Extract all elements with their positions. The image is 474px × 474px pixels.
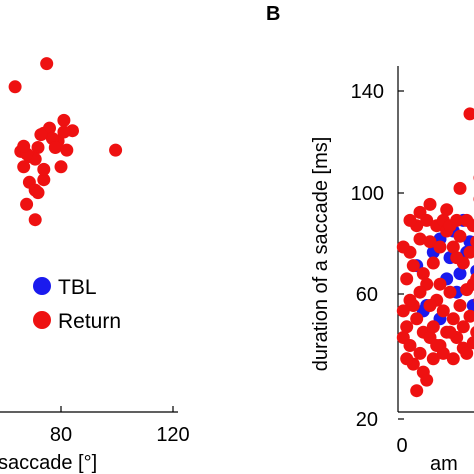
legend-marker-return (33, 311, 51, 329)
legend-marker-tbl (33, 277, 51, 295)
panel-b-point-return-38 (433, 240, 447, 254)
panel-a-legend: TBL Return (33, 276, 121, 333)
panel-a-point-return-25 (37, 162, 51, 176)
panel-b-point-return-33 (416, 267, 430, 281)
legend-label-tbl: TBL (58, 276, 97, 299)
panel-a-points (8, 57, 123, 227)
panel-b-y-axis-label: duration of a saccade [ms] (310, 137, 332, 372)
panel-b-point-return-63 (446, 352, 460, 366)
panel-a: 80 120 saccade [°] TBL Return (0, 57, 190, 474)
panel-b-letter: B (266, 3, 280, 25)
panel-b-x-tick-label-0: 0 (396, 435, 407, 457)
panel-a-point-return-27 (109, 143, 123, 157)
panel-a-point-return-23 (31, 186, 45, 200)
panel-b-point-return-84 (470, 272, 474, 285)
panel-a-point-return-11 (34, 128, 48, 142)
panel-a-point-return-26 (20, 197, 34, 211)
panel-b-point-return-70 (413, 205, 427, 219)
panel-a-x-axis-label: saccade [°] (0, 452, 97, 474)
panel-b-point-return-61 (426, 352, 440, 366)
panel-b-point-return-80 (443, 325, 457, 339)
panel-a-point-return-20 (37, 173, 51, 187)
panel-b-point-return-60 (410, 384, 424, 398)
panel-a-point-return-19 (54, 160, 68, 174)
panel-a-point-return-2 (40, 57, 54, 71)
panel-b-point-return-32 (413, 232, 427, 246)
panel-b-points (396, 107, 474, 398)
panel-b-point-return-57 (423, 299, 437, 312)
panel-b-y-tick-label-60: 60 (356, 284, 378, 306)
panel-a-point-return-5 (57, 113, 71, 127)
panel-b-point-return-47 (463, 245, 474, 259)
panel-b-point-return-1 (400, 320, 414, 334)
panel-b-point-return-74 (463, 107, 474, 121)
panel-b-point-tbl-12 (466, 299, 474, 312)
panel-b-point-return-17 (453, 299, 467, 312)
panel-b-point-return-55 (403, 293, 417, 307)
panel-b-point-return-65 (420, 373, 434, 387)
panel-a-point-return-10 (57, 125, 71, 139)
legend-label-return: Return (58, 310, 121, 333)
panel-b-point-return-12 (436, 304, 450, 318)
panel-b-x-axis-label: am (430, 453, 458, 474)
panel-b-y-tick-label-100: 100 (351, 183, 384, 205)
panel-b-point-return-36 (426, 256, 440, 270)
panel-b-point-return-68 (396, 304, 410, 318)
panel-b-point-return-14 (443, 285, 457, 299)
panel-b-point-return-79 (430, 339, 444, 352)
panel-b-point-return-69 (400, 352, 414, 366)
panel-b-point-tbl-8 (453, 267, 467, 281)
panel-a-x-tick-label-120: 120 (156, 424, 189, 446)
panel-b-point-return-88 (403, 213, 417, 227)
panel-b-point-return-81 (460, 346, 474, 360)
panel-b-point-return-18 (456, 320, 470, 334)
panel-a-point-return-1 (8, 80, 22, 94)
panel-b-point-return-85 (433, 277, 447, 291)
panel-a-point-return-16 (17, 139, 31, 153)
panel-b-point-return-4 (410, 312, 424, 326)
panel-a-x-tick-label-80: 80 (50, 424, 72, 446)
panel-b-point-return-42 (446, 240, 460, 254)
panel-a-point-return-9 (48, 141, 62, 154)
panel-b-point-return-43 (450, 213, 464, 227)
panel-a-point-return-17 (60, 143, 74, 157)
panel-a-point-return-18 (17, 160, 31, 174)
panel-b-point-return-77 (440, 203, 454, 217)
panel-b-point-return-20 (463, 309, 474, 323)
panel-b-point-return-5 (413, 346, 427, 360)
panel-b-point-return-56 (413, 285, 427, 299)
panel-b-point-return-48 (466, 219, 474, 233)
panel-b-point-return-9 (426, 320, 440, 334)
panel-b-point-return-66 (466, 336, 474, 350)
panel-b-point-return-76 (453, 181, 467, 195)
panel-b-point-return-87 (396, 240, 410, 254)
panel-b-point-return-78 (423, 197, 437, 211)
panel-b-y-tick-label-20: 20 (356, 409, 378, 431)
panel-b-point-return-86 (450, 251, 464, 265)
panel-b-point-return-44 (453, 229, 467, 243)
panel-b-point-return-30 (406, 259, 420, 273)
panel-b: B 20 60 100 140 0 duration of a saccade … (266, 3, 474, 474)
panel-b-y-tick-label-140: 140 (351, 81, 384, 103)
panel-b-point-return-28 (400, 272, 414, 286)
panel-b-point-return-2 (403, 339, 417, 352)
panel-b-point-return-15 (446, 312, 460, 326)
panel-a-point-return-0 (31, 141, 45, 154)
panel-a-point-return-24 (28, 213, 42, 227)
panel-b-point-return-22 (470, 326, 474, 339)
panel-b-point-return-35 (423, 235, 437, 249)
panel-b-point-return-49 (470, 235, 474, 248)
